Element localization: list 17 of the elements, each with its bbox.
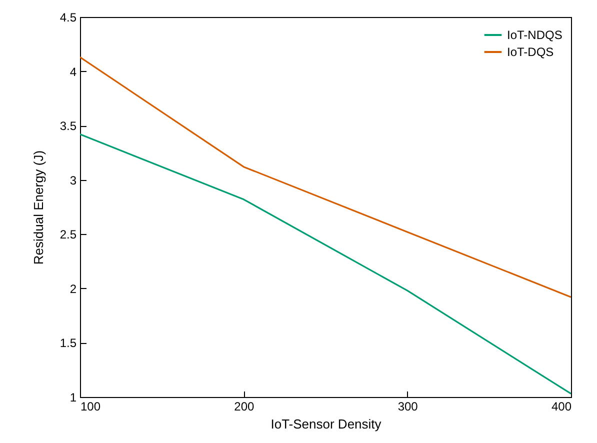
x-tick-label: 100 bbox=[80, 400, 101, 414]
y-tick-label: 2 bbox=[70, 282, 77, 296]
y-tick-label: 3.5 bbox=[60, 119, 77, 134]
x-tick-label: 400 bbox=[551, 400, 572, 414]
y-tick-label: 3 bbox=[70, 173, 77, 188]
y-tick-label: 1.5 bbox=[60, 336, 77, 350]
y-axis-title: Residual Energy (J) bbox=[30, 150, 46, 265]
legend-label: IoT-NDQS bbox=[507, 28, 562, 42]
x-tick-label: 200 bbox=[234, 400, 254, 414]
y-tick-label: 4.5 bbox=[60, 10, 77, 24]
y-tick-label: 1 bbox=[70, 390, 77, 404]
line-series bbox=[80, 133, 571, 395]
x-tick-label: 300 bbox=[398, 400, 418, 414]
y-tick-label: 4 bbox=[70, 64, 77, 79]
legend-label: IoT-DQS bbox=[507, 45, 554, 59]
y-tick-label: 2.5 bbox=[60, 228, 77, 242]
x-axis-title: IoT-Sensor Density bbox=[270, 416, 382, 432]
